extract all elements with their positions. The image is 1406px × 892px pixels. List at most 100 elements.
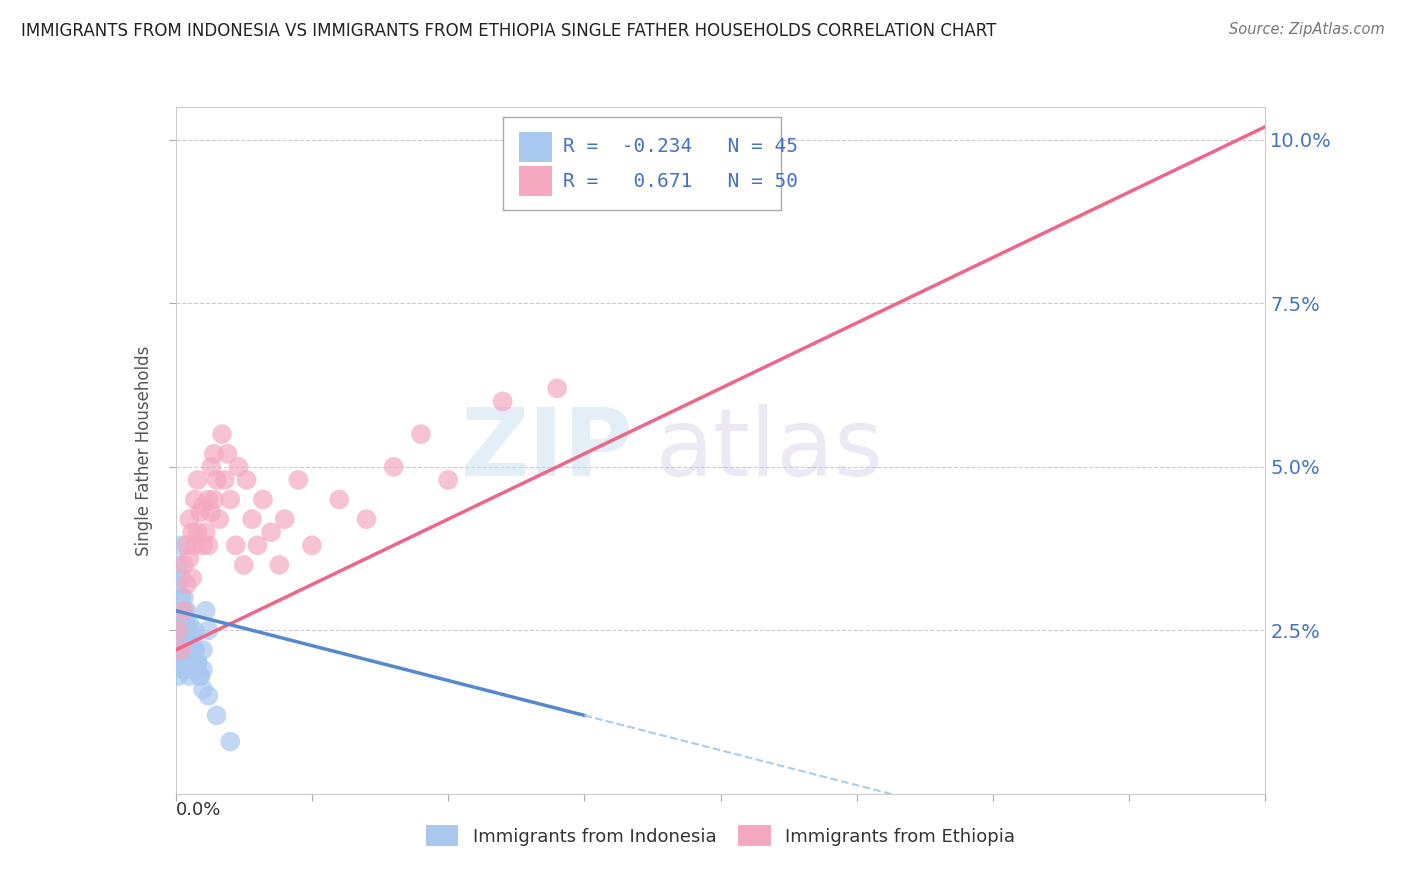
Point (170, 591, 193, 605)
Point (184, 624, 207, 638)
Point (202, 447, 225, 461)
Point (214, 473, 236, 487)
Point (179, 512, 201, 526)
Point (173, 558, 195, 572)
Point (202, 492, 225, 507)
Point (181, 571, 204, 585)
Point (382, 459, 405, 474)
Point (191, 682, 214, 697)
Point (260, 525, 283, 540)
Point (409, 427, 432, 442)
Point (328, 492, 350, 507)
Point (181, 630, 204, 644)
Point (186, 656, 209, 670)
Point (269, 558, 291, 572)
Point (173, 604, 195, 618)
Bar (519, 132, 551, 162)
Point (600, 185, 623, 199)
Point (219, 492, 242, 507)
Text: IMMIGRANTS FROM INDONESIA VS IMMIGRANTS FROM ETHIOPIA SINGLE FATHER HOUSEHOLDS C: IMMIGRANTS FROM INDONESIA VS IMMIGRANTS … (21, 22, 997, 40)
Point (184, 538, 207, 552)
Point (191, 499, 214, 513)
Y-axis label: Single Father Households: Single Father Households (135, 345, 153, 556)
Point (179, 669, 201, 683)
Point (211, 427, 233, 442)
Point (208, 512, 231, 526)
Point (170, 656, 193, 670)
Text: 0.0%: 0.0% (176, 801, 221, 819)
Point (228, 459, 250, 474)
Point (170, 538, 193, 552)
Point (173, 604, 195, 618)
Point (194, 604, 217, 618)
Point (232, 558, 254, 572)
FancyBboxPatch shape (503, 118, 780, 211)
Point (170, 610, 193, 624)
Point (301, 538, 323, 552)
Point (173, 624, 195, 638)
Text: ZIP: ZIP (461, 404, 633, 497)
Text: atlas: atlas (655, 404, 883, 497)
Text: R =   0.671   N = 50: R = 0.671 N = 50 (562, 172, 797, 191)
Point (252, 492, 274, 507)
Point (167, 669, 190, 683)
Point (167, 636, 190, 650)
Point (170, 643, 193, 657)
Point (197, 624, 219, 638)
Point (186, 473, 209, 487)
Point (191, 663, 214, 677)
Point (194, 525, 217, 540)
Point (176, 604, 198, 618)
Point (205, 708, 228, 723)
Point (492, 394, 515, 409)
Point (184, 643, 207, 657)
Point (437, 473, 460, 487)
Point (176, 636, 198, 650)
Point (184, 492, 207, 507)
Point (200, 459, 222, 474)
Point (179, 630, 201, 644)
Point (188, 669, 211, 683)
Point (173, 663, 195, 677)
Point (197, 689, 219, 703)
Point (167, 624, 190, 638)
Text: Source: ZipAtlas.com: Source: ZipAtlas.com (1229, 22, 1385, 37)
Point (186, 656, 209, 670)
Point (546, 381, 568, 395)
Point (167, 558, 190, 572)
Point (240, 512, 263, 526)
Point (188, 669, 211, 683)
Point (167, 577, 190, 591)
Point (225, 538, 247, 552)
Point (181, 643, 204, 657)
Point (181, 525, 204, 540)
Point (170, 571, 193, 585)
Point (191, 643, 214, 657)
Bar (519, 166, 551, 196)
Point (173, 591, 195, 605)
Point (179, 616, 201, 631)
Point (205, 473, 228, 487)
Point (188, 506, 211, 520)
Text: R =  -0.234   N = 45: R = -0.234 N = 45 (562, 137, 797, 156)
Point (191, 538, 214, 552)
Point (246, 538, 269, 552)
Point (274, 512, 297, 526)
Point (173, 643, 195, 657)
Point (197, 538, 219, 552)
Point (197, 492, 219, 507)
Point (167, 656, 190, 670)
Point (200, 506, 222, 520)
Point (219, 734, 242, 748)
Point (170, 624, 193, 638)
Point (184, 643, 207, 657)
Point (356, 512, 378, 526)
Point (287, 473, 309, 487)
Point (181, 663, 204, 677)
Point (179, 649, 201, 664)
Point (176, 616, 198, 631)
Point (176, 577, 198, 591)
Point (167, 610, 190, 624)
Point (170, 643, 193, 657)
Point (179, 551, 201, 566)
